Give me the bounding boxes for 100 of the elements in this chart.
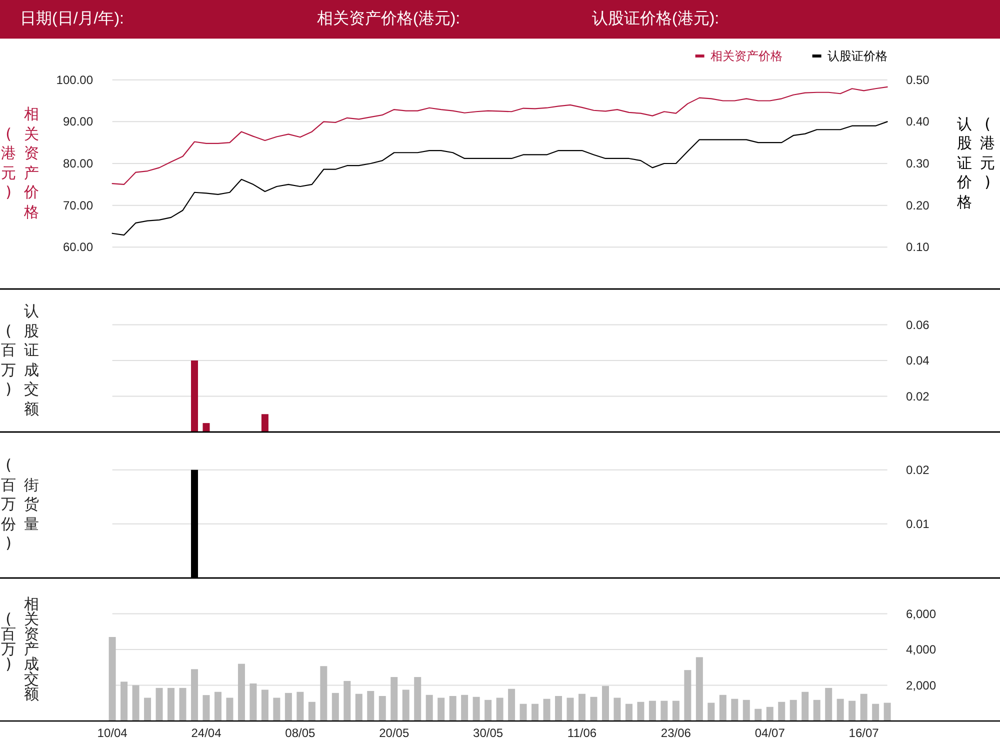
bar: [238, 664, 245, 721]
legend-label: 认股证价格: [827, 49, 888, 63]
bar: [120, 682, 128, 721]
text: 认股证成交额 (百万): [1, 302, 39, 418]
y2-tick-label: 0.40: [906, 114, 930, 129]
x-tick-label: 16/07: [848, 726, 880, 740]
bar: [836, 698, 844, 721]
bar: [296, 692, 304, 721]
bar: [438, 698, 445, 721]
y-tick-label: 60.00: [62, 240, 94, 254]
bar: [872, 704, 880, 721]
y2-tick-label: 0.50: [906, 72, 930, 87]
bar: [566, 698, 574, 721]
bar: [367, 690, 374, 721]
line-series: [112, 86, 888, 185]
x-tick-label: 08/05: [285, 726, 316, 740]
bar: [578, 694, 586, 721]
legend-label: 相关资产价格: [710, 49, 782, 63]
bar: [708, 702, 715, 721]
bar: [520, 704, 527, 721]
y-tick-label: 0.02: [906, 462, 930, 477]
x-tick-label: 10/04: [97, 726, 128, 740]
y2-tick-label: 0.10: [906, 240, 930, 254]
x-tick-label: 11/06: [567, 726, 597, 740]
bar: [496, 698, 504, 721]
bar: [766, 706, 774, 721]
bar: [813, 700, 820, 721]
y-tick-label: 6,000: [906, 606, 936, 621]
bar: [414, 677, 422, 721]
bar: [825, 688, 832, 721]
bar: [731, 698, 738, 721]
bar: [402, 690, 410, 721]
text: 街货量 (百万份): [1, 456, 39, 552]
bar: [802, 692, 809, 721]
bar: [614, 698, 621, 721]
y-tick-label: 0.01: [906, 516, 930, 531]
bar: [472, 696, 480, 721]
bar: [637, 702, 644, 721]
bar: [860, 694, 868, 721]
bar: [132, 685, 140, 721]
x-tick-label: 20/05: [379, 726, 410, 740]
bar: [555, 696, 562, 721]
bar: [179, 688, 186, 721]
y-tick-label: 4,000: [906, 642, 936, 656]
bar: [426, 694, 433, 721]
bar: [214, 692, 222, 721]
bar: [461, 694, 468, 721]
x-tick-label: 30/05: [473, 726, 504, 740]
bar: [390, 677, 398, 721]
bar: [168, 688, 175, 721]
bar: [790, 700, 797, 721]
bar: [344, 680, 351, 721]
bar: [191, 360, 198, 432]
bar: [250, 683, 257, 721]
bar: [684, 670, 692, 721]
x-tick-label: 04/07: [754, 726, 786, 740]
y-tick-label: 2,000: [906, 678, 936, 692]
bar: [543, 698, 550, 721]
y2-tick-label: 0.30: [906, 156, 930, 170]
bar: [449, 696, 456, 721]
text: 相关资产价格(港元):: [317, 10, 460, 28]
bar: [156, 688, 163, 721]
bar: [625, 704, 632, 721]
bar: [332, 692, 339, 721]
bar: [308, 702, 316, 721]
bar: [672, 700, 680, 721]
bar: [754, 708, 762, 721]
bar: [355, 694, 362, 721]
text: 认股证价格(港元):: [592, 10, 720, 28]
bar: [273, 698, 280, 721]
y-tick-label: 90.00: [62, 114, 94, 129]
y-tick-label: 0.02: [906, 389, 930, 404]
bar: [508, 688, 516, 721]
bar: [532, 704, 539, 721]
bar: [108, 636, 116, 721]
bar: [696, 657, 703, 721]
text: 认股证价格 (港元): [957, 114, 995, 211]
y-tick-label: 70.00: [62, 198, 94, 212]
bar: [848, 700, 856, 721]
bar: [778, 702, 786, 721]
bar: [484, 700, 492, 721]
y-tick-label: 80.00: [62, 156, 94, 170]
y2-tick-label: 0.20: [906, 198, 930, 212]
bar: [261, 414, 268, 432]
bar: [226, 698, 234, 721]
bar: [648, 700, 656, 721]
bar: [719, 694, 726, 721]
bar: [202, 695, 210, 721]
bar: [590, 696, 598, 721]
bar: [284, 692, 292, 721]
bar: [320, 666, 328, 721]
line-series: [112, 121, 888, 236]
bar: [202, 423, 210, 432]
bar: [261, 690, 268, 721]
text: 相关资产价格 (港元): [1, 105, 39, 220]
bar: [742, 700, 750, 721]
bar: [144, 698, 152, 721]
text: 日期(日/月/年):: [20, 10, 124, 28]
y-tick-label: 0.04: [906, 354, 930, 368]
bar: [660, 700, 668, 721]
